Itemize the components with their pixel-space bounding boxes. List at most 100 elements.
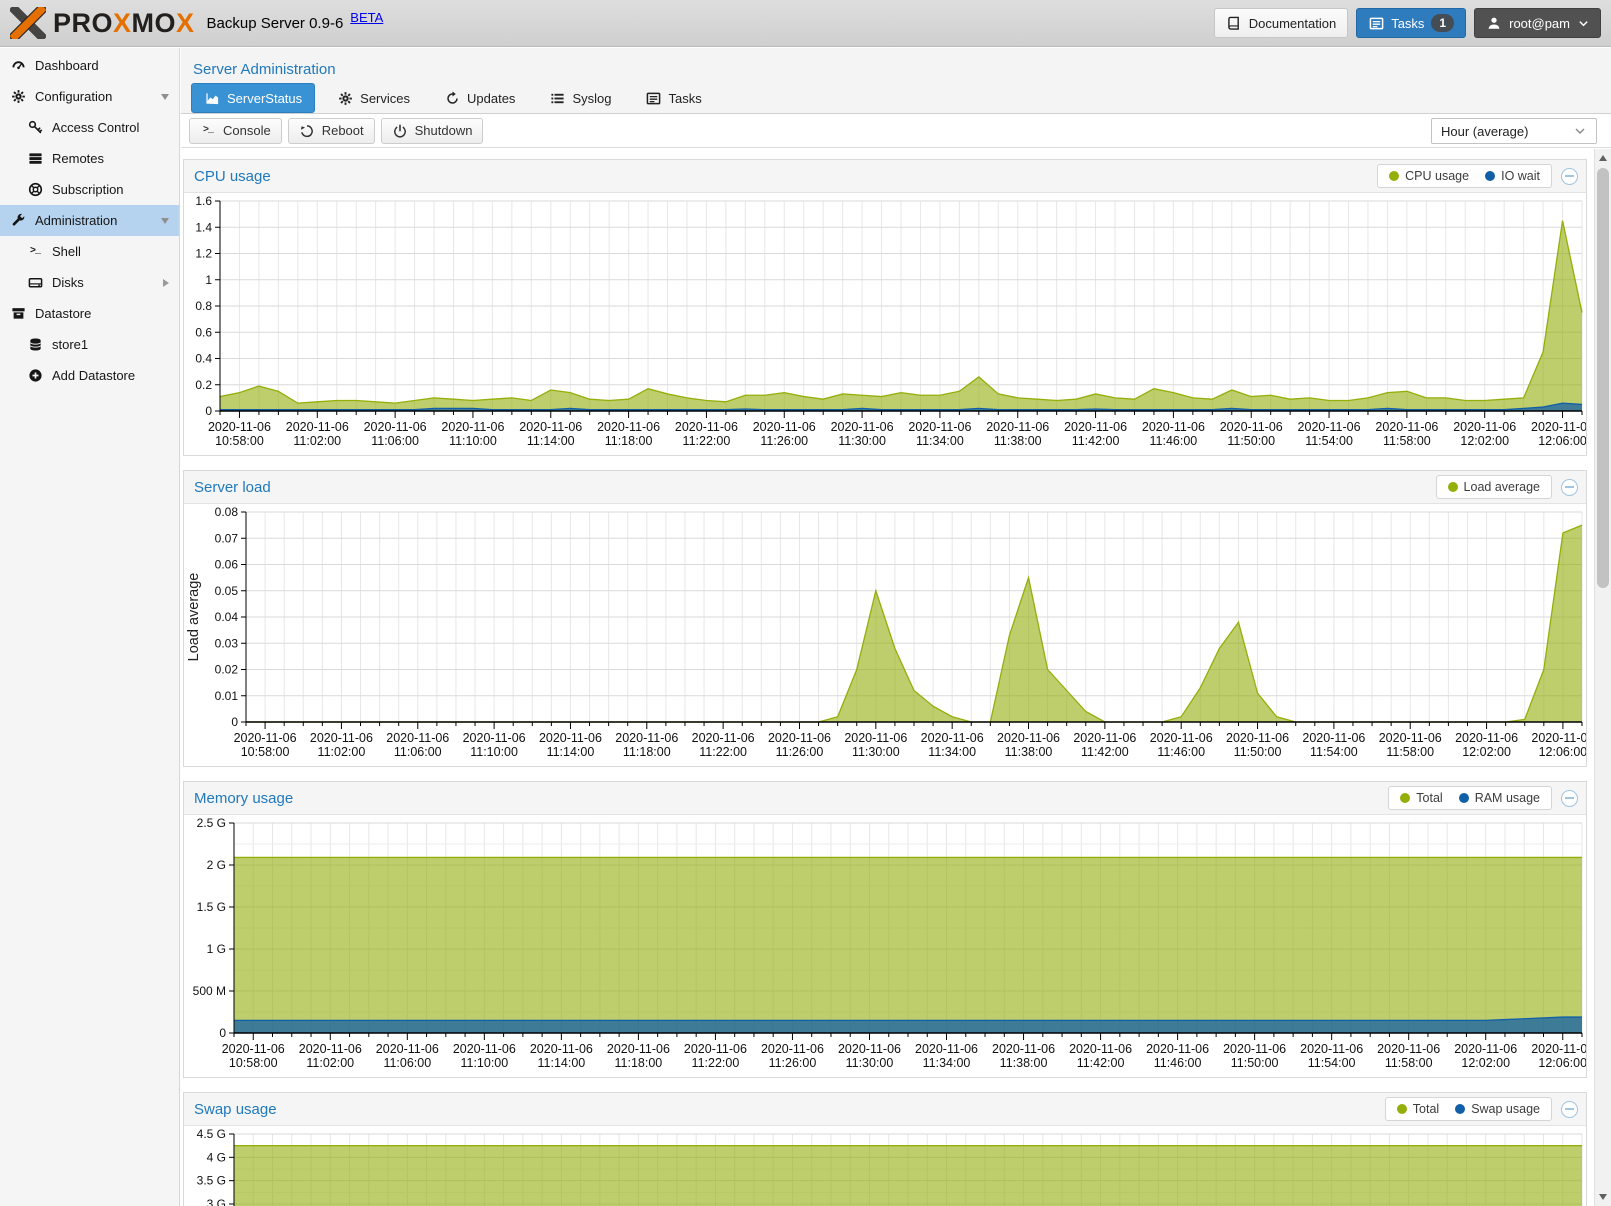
- tab-label: Tasks: [668, 90, 702, 106]
- svg-text:11:18:00: 11:18:00: [615, 1056, 663, 1070]
- svg-text:11:26:00: 11:26:00: [760, 434, 808, 448]
- sidebar-item-dashboard[interactable]: Dashboard: [0, 50, 179, 81]
- legend-item[interactable]: Swap usage: [1455, 1102, 1540, 1116]
- legend-item[interactable]: CPU usage: [1389, 169, 1469, 183]
- cpu-usage-chart: 0 0.2 0.4 0.6 0.8 1 1.2 1.4 1.6 2020-11-06 10:58:0…: [184, 193, 1586, 455]
- legend-item[interactable]: IO wait: [1485, 169, 1540, 183]
- legend-item[interactable]: Load average: [1447, 480, 1540, 494]
- tab-body: >_ Console Reboot Shutdown Hour (average…: [181, 113, 1611, 1206]
- tab-bar: ServerStatus Services Updates Syslog Tas…: [191, 83, 714, 113]
- sidebar-item-access-control[interactable]: Access Control: [0, 112, 179, 143]
- sidebar-item-administration[interactable]: Administration: [0, 205, 179, 236]
- sidebar-item-add-datastore[interactable]: Add Datastore: [0, 360, 179, 391]
- svg-text:12:06:00: 12:06:00: [1538, 434, 1586, 448]
- collapse-icon[interactable]: [1561, 478, 1578, 496]
- svg-text:11:42:00: 11:42:00: [1077, 1056, 1125, 1070]
- scroll-up-arrow[interactable]: [1595, 150, 1611, 166]
- sidebar-item-remotes[interactable]: Remotes: [0, 143, 179, 174]
- database-icon: [27, 337, 43, 353]
- svg-text:2 G: 2 G: [207, 858, 226, 872]
- tasks-list-icon: [1368, 15, 1384, 31]
- collapse-icon[interactable]: [1561, 167, 1578, 185]
- log-list-icon: [549, 90, 565, 106]
- svg-text:11:02:00: 11:02:00: [293, 434, 341, 448]
- svg-text:2020-11-06: 2020-11-06: [1142, 420, 1205, 434]
- svg-text:2020-11-06: 2020-11-06: [597, 420, 660, 434]
- svg-text:2020-11-06: 2020-11-06: [1150, 731, 1213, 745]
- status-toolbar: >_ Console Reboot Shutdown Hour (average…: [181, 114, 1611, 148]
- tab-services[interactable]: Services: [325, 83, 422, 113]
- terminal-icon: >_: [29, 246, 41, 257]
- expander-down-icon: [161, 93, 169, 100]
- svg-text:12:02:00: 12:02:00: [1460, 434, 1509, 448]
- collapse-icon[interactable]: [1561, 1100, 1578, 1118]
- sidebar-item-label: Administration: [35, 213, 118, 228]
- beta-link[interactable]: BETA: [350, 10, 384, 25]
- tab-serverstatus[interactable]: ServerStatus: [191, 83, 316, 113]
- tasks-button[interactable]: Tasks 1: [1356, 8, 1467, 38]
- svg-text:0.05: 0.05: [215, 584, 239, 598]
- svg-text:2020-11-06: 2020-11-06: [1531, 1042, 1586, 1056]
- scrollbar-thumb[interactable]: [1597, 168, 1609, 588]
- svg-text:11:34:00: 11:34:00: [916, 434, 964, 448]
- brand-wordmark: PROXMOX: [53, 7, 195, 38]
- tab-updates[interactable]: Updates: [432, 83, 527, 113]
- svg-text:11:06:00: 11:06:00: [371, 434, 419, 448]
- svg-text:2020-11-06: 2020-11-06: [1379, 731, 1442, 745]
- tab-tasks[interactable]: Tasks: [633, 83, 713, 113]
- sidebar-item-label: Add Datastore: [52, 368, 136, 383]
- panel-header: Memory usage Total RAM usage: [184, 782, 1586, 815]
- sidebar-item-subscription[interactable]: Subscription: [0, 174, 179, 205]
- user-label: root@pam: [1509, 15, 1570, 31]
- sidebar-item-disks[interactable]: Disks: [0, 267, 179, 298]
- documentation-button[interactable]: Documentation: [1213, 8, 1349, 38]
- sidebar-item-shell[interactable]: >_ Shell: [0, 236, 179, 267]
- svg-text:2020-11-06: 2020-11-06: [1453, 420, 1516, 434]
- svg-text:2020-11-06: 2020-11-06: [986, 420, 1049, 434]
- legend-item[interactable]: Total: [1400, 791, 1443, 805]
- reboot-button[interactable]: Reboot: [287, 117, 375, 144]
- panel-header: Swap usage Total Swap usage: [184, 1093, 1586, 1126]
- svg-text:11:30:00: 11:30:00: [846, 1056, 894, 1070]
- svg-text:2020-11-06: 2020-11-06: [222, 1042, 285, 1056]
- shutdown-button[interactable]: Shutdown: [380, 117, 484, 144]
- svg-text:2020-11-06: 2020-11-06: [1455, 731, 1518, 745]
- sidebar-item-configuration[interactable]: Configuration: [0, 81, 179, 112]
- tab-label: Services: [360, 90, 411, 106]
- svg-text:2020-11-06: 2020-11-06: [675, 420, 738, 434]
- timeframe-select[interactable]: Hour (average): [1431, 118, 1597, 144]
- tab-syslog[interactable]: Syslog: [537, 83, 623, 113]
- user-menu-button[interactable]: root@pam: [1474, 8, 1601, 38]
- svg-text:1.4: 1.4: [195, 220, 212, 234]
- svg-text:11:42:00: 11:42:00: [1081, 745, 1129, 759]
- svg-text:11:58:00: 11:58:00: [1385, 1056, 1433, 1070]
- svg-text:2020-11-06: 2020-11-06: [1064, 420, 1127, 434]
- legend-item[interactable]: Total: [1396, 1102, 1439, 1116]
- svg-text:10:58:00: 10:58:00: [241, 745, 290, 759]
- area-chart-icon: [204, 90, 220, 106]
- svg-text:11:58:00: 11:58:00: [1386, 745, 1434, 759]
- sidebar-item-store1[interactable]: store1: [0, 329, 179, 360]
- svg-text:11:02:00: 11:02:00: [318, 745, 366, 759]
- terminal-icon: >_: [202, 125, 214, 136]
- sidebar-item-label: Disks: [52, 275, 84, 290]
- sidebar-item-datastore[interactable]: Datastore: [0, 298, 179, 329]
- legend-dot: [1447, 482, 1458, 492]
- gears-icon: [10, 89, 26, 105]
- console-button[interactable]: >_ Console: [189, 117, 282, 144]
- svg-text:0.08: 0.08: [215, 505, 239, 519]
- svg-text:2020-11-06: 2020-11-06: [997, 731, 1060, 745]
- legend: Load average: [1435, 475, 1552, 499]
- svg-text:2020-11-06: 2020-11-06: [921, 731, 984, 745]
- shutdown-label: Shutdown: [414, 123, 473, 138]
- collapse-icon[interactable]: [1561, 789, 1578, 807]
- tasks-list-icon: [645, 90, 661, 106]
- svg-text:2020-11-06: 2020-11-06: [530, 1042, 593, 1056]
- svg-text:2020-11-06: 2020-11-06: [684, 1042, 747, 1056]
- legend-item[interactable]: RAM usage: [1458, 791, 1540, 805]
- svg-text:2020-11-06: 2020-11-06: [1146, 1042, 1209, 1056]
- tab-label: Syslog: [572, 90, 612, 106]
- scroll-down-arrow[interactable]: [1595, 1189, 1611, 1205]
